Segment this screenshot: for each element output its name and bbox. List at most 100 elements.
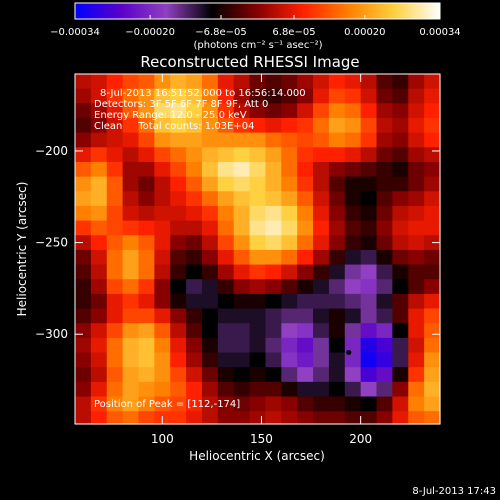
heatmap-cell: [281, 411, 298, 425]
heatmap-cell: [75, 205, 92, 222]
heatmap-cell: [328, 396, 346, 412]
heatmap-cell: [424, 191, 441, 207]
heatmap-cell: [360, 88, 378, 104]
heatmap-cell: [217, 161, 235, 178]
heatmap-cell: [75, 381, 92, 398]
heatmap-cell: [90, 293, 108, 310]
heatmap-cell: [75, 147, 92, 163]
heatmap-cell: [408, 264, 425, 280]
heatmap-cell: [75, 308, 92, 324]
heatmap-cell: [90, 132, 108, 148]
heatmap-cell: [170, 323, 187, 339]
heatmap-cell: [138, 191, 155, 207]
heatmap-cell: [408, 88, 425, 104]
heatmap-cell: [138, 161, 155, 178]
heatmap-cell: [186, 381, 203, 398]
heatmap-cell: [75, 293, 92, 310]
heatmap-cell: [217, 352, 235, 368]
heatmap-cell: [201, 323, 219, 339]
heatmap-cell: [170, 191, 187, 207]
heatmap-cell: [265, 323, 282, 339]
heatmap-cell: [90, 191, 108, 207]
heatmap-cell: [106, 411, 124, 425]
heatmap-cell: [201, 103, 219, 119]
heatmap-cell: [297, 323, 314, 339]
heatmap-cell: [249, 147, 267, 163]
heatmap-cell: [360, 264, 378, 280]
heatmap-cell: [233, 103, 251, 119]
heatmap-cell: [424, 308, 441, 324]
heatmap-cell: [233, 337, 251, 354]
heatmap-cell: [201, 249, 219, 266]
heatmap-cell: [90, 396, 108, 412]
heatmap-cell: [328, 235, 346, 251]
heatmap-cell: [138, 411, 155, 425]
heatmap-cell: [344, 132, 362, 148]
heatmap-cell: [217, 220, 235, 236]
heatmap-cell: [106, 74, 124, 90]
heatmap-cell: [75, 176, 92, 192]
heatmap-cell: [328, 323, 346, 339]
heatmap-cell: [170, 147, 187, 163]
heatmap-cell: [106, 88, 124, 104]
heatmap-cell: [424, 88, 441, 104]
heatmap-cell: [170, 88, 187, 104]
heatmap-cell: [90, 264, 108, 280]
heatmap-cell: [233, 381, 251, 398]
heatmap-cell: [297, 411, 314, 425]
heatmap-cell: [265, 367, 282, 383]
heatmap-cell: [313, 161, 330, 178]
heatmap-cell: [75, 411, 92, 425]
heatmap-cell: [360, 249, 378, 266]
heatmap-cell: [217, 103, 235, 119]
heatmap-cell: [138, 132, 155, 148]
heatmap-cell: [297, 381, 314, 398]
heatmap-cell: [201, 396, 219, 412]
heatmap-cell: [297, 161, 314, 178]
heatmap-cell: [106, 396, 124, 412]
heatmap-cell: [217, 293, 235, 310]
heatmap-cell: [265, 293, 282, 310]
heatmap-cell: [233, 367, 251, 383]
heatmap-cell: [313, 381, 330, 398]
heatmap-cell: [217, 176, 235, 192]
heatmap-cell: [106, 103, 124, 119]
heatmap-cell: [217, 191, 235, 207]
heatmap-cell: [75, 367, 92, 383]
heatmap-cell: [281, 161, 298, 178]
y-tick-label: −200: [35, 144, 68, 158]
heatmap-cell: [217, 74, 235, 90]
heatmap-cell: [154, 176, 171, 192]
heatmap-cell: [233, 205, 251, 222]
heatmap-cell: [281, 308, 298, 324]
heatmap-cell: [233, 176, 251, 192]
heatmap-cell: [138, 396, 155, 412]
heatmap-cell: [265, 103, 282, 119]
heatmap-cell: [392, 161, 409, 178]
colorbar-tick-label: 6.8e−05: [272, 27, 315, 38]
heatmap-cell: [90, 220, 108, 236]
heatmap-cell: [138, 352, 155, 368]
heatmap-cell: [313, 308, 330, 324]
heatmap-cell: [297, 176, 314, 192]
heatmap-cell: [186, 337, 203, 354]
heatmap-cell: [154, 249, 171, 266]
heatmap-cell: [154, 88, 171, 104]
heatmap-cell: [360, 220, 378, 236]
heatmap-cell: [122, 249, 140, 266]
heatmap-cell: [122, 235, 140, 251]
heatmap-cell: [154, 308, 171, 324]
heatmap-cell: [186, 279, 203, 295]
heatmap-cell: [170, 249, 187, 266]
heatmap-cell: [217, 279, 235, 295]
heatmap-cell: [376, 264, 393, 280]
heatmap-cell: [392, 220, 409, 236]
heatmap-cell: [186, 264, 203, 280]
heatmap-cell: [186, 132, 203, 148]
heatmap-cell: [75, 264, 92, 280]
heatmap-cell: [170, 411, 187, 425]
heatmap-cell: [170, 337, 187, 354]
heatmap-cell: [233, 117, 251, 134]
heatmap-cell: [217, 411, 235, 425]
